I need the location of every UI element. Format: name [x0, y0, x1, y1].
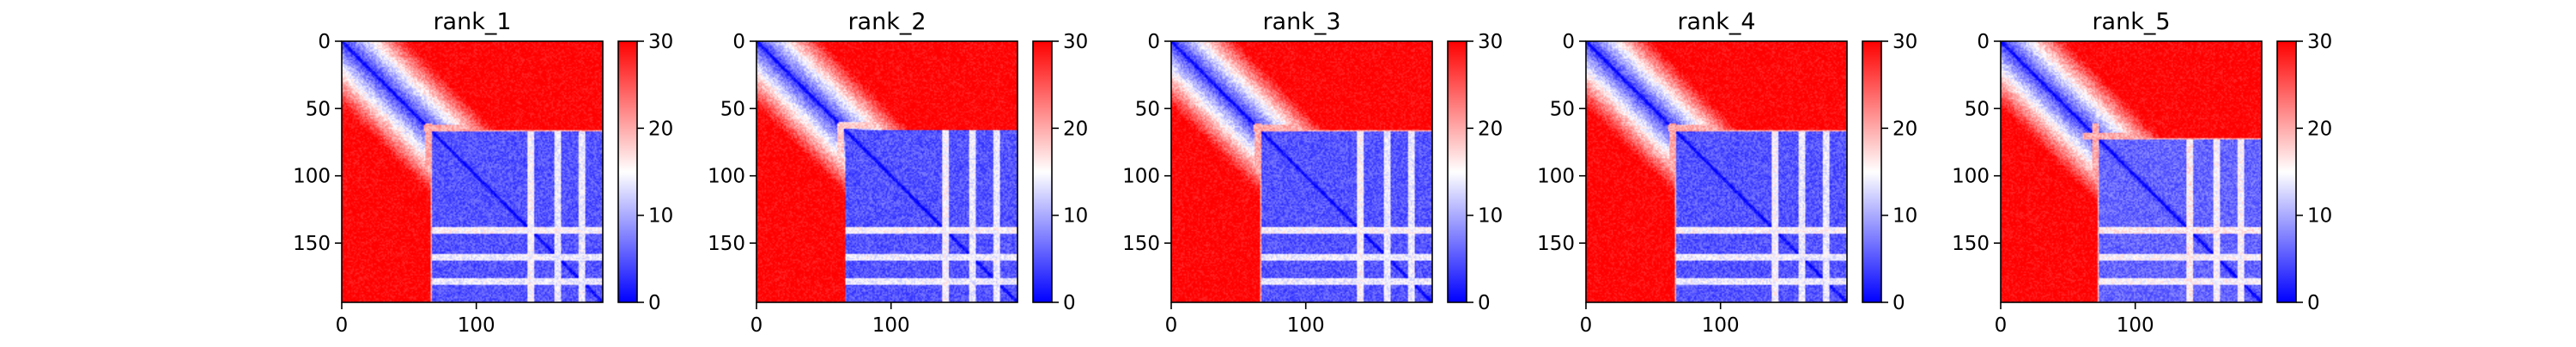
- heatmap-matrix: [1171, 41, 1432, 302]
- y-tick-label: 100: [708, 166, 745, 188]
- y-tick-label: 50: [720, 98, 745, 120]
- y-tick-label: 100: [1122, 166, 1160, 188]
- plot-frame: [1585, 40, 1848, 303]
- colorbar-tick-label: 10: [648, 205, 673, 228]
- colorbar-tick-label: 0: [2307, 292, 2320, 314]
- x-tick-label: 100: [458, 314, 495, 337]
- colorbar: [1447, 40, 1467, 303]
- panel-title: rank_5: [2092, 9, 2170, 35]
- colorbar-tick-label: 20: [1893, 118, 1917, 140]
- panel-title: rank_3: [1262, 9, 1340, 35]
- colorbar-tick-label: 0: [1893, 292, 1905, 314]
- panel-title: rank_2: [848, 9, 926, 35]
- y-tick-label: 150: [1952, 233, 1990, 255]
- colorbar-tick-label: 30: [1063, 31, 1088, 53]
- heatmap-matrix: [756, 41, 1018, 302]
- y-tick-label: 100: [1537, 166, 1575, 188]
- colorbar-tick-label: 10: [2307, 205, 2332, 228]
- y-tick-label: 150: [1537, 233, 1575, 255]
- colorbar-tick-label: 30: [1478, 31, 1503, 53]
- x-tick-label: 100: [2117, 314, 2154, 337]
- colorbar-tick-label: 30: [2307, 31, 2332, 53]
- y-tick-label: 0: [1977, 31, 1990, 53]
- colorbar-tick-label: 0: [1063, 292, 1076, 314]
- x-tick-label: 0: [750, 314, 763, 337]
- panel-title: rank_4: [1677, 9, 1755, 35]
- heatmap-panel-1: rank_1 0 100 0 50 100 150 0 10 20 30: [293, 9, 673, 337]
- y-tick-label: 50: [1550, 98, 1575, 120]
- heatmap-panel-4: rank_4 0 100 0 50 100 150 0 10 20 30: [1537, 9, 1917, 337]
- plot-frame: [341, 40, 604, 303]
- colorbar: [1032, 40, 1053, 303]
- plot-frame: [1170, 40, 1433, 303]
- panel-title: rank_1: [433, 9, 511, 35]
- colorbar-tick-label: 30: [1893, 31, 1917, 53]
- y-tick-label: 50: [306, 98, 331, 120]
- colorbar-tick-label: 30: [648, 31, 673, 53]
- colorbar: [2276, 40, 2297, 303]
- y-tick-label: 0: [1147, 31, 1160, 53]
- colorbar-tick-label: 10: [1063, 205, 1088, 228]
- x-tick-label: 0: [1580, 314, 1593, 337]
- colorbar-tick-label: 20: [1478, 118, 1503, 140]
- heatmap-matrix: [2001, 41, 2262, 302]
- y-tick-label: 150: [708, 233, 745, 255]
- y-tick-label: 100: [1952, 166, 1990, 188]
- x-tick-label: 100: [1287, 314, 1325, 337]
- x-tick-label: 100: [1702, 314, 1740, 337]
- colorbar-tick-label: 10: [1478, 205, 1503, 228]
- plot-frame: [756, 40, 1018, 303]
- colorbar-tick-label: 20: [2307, 118, 2332, 140]
- plot-frame: [2000, 40, 2263, 303]
- y-tick-label: 0: [732, 31, 745, 53]
- y-tick-label: 50: [1965, 98, 1990, 120]
- x-tick-label: 100: [872, 314, 910, 337]
- y-tick-label: 150: [293, 233, 331, 255]
- heatmap-panel-3: rank_3 0 100 0 50 100 150 0 10 20 30: [1122, 9, 1503, 337]
- x-tick-label: 0: [1165, 314, 1178, 337]
- x-tick-label: 0: [1995, 314, 2008, 337]
- colorbar-tick-label: 20: [1063, 118, 1088, 140]
- colorbar: [617, 40, 638, 303]
- heatmap-matrix: [342, 41, 603, 302]
- heatmap-panel-2: rank_2 0 100 0 50 100 150 0 10 20 30: [708, 9, 1088, 337]
- colorbar-tick-label: 0: [648, 292, 661, 314]
- colorbar-tick-label: 10: [1893, 205, 1917, 228]
- heatmap-matrix: [1586, 41, 1847, 302]
- y-tick-label: 100: [293, 166, 331, 188]
- heatmap-panel-5: rank_5 0 100 0 50 100 150 0 10 20 30: [1952, 9, 2332, 337]
- y-tick-label: 50: [1135, 98, 1160, 120]
- y-tick-label: 150: [1122, 233, 1160, 255]
- x-tick-label: 0: [336, 314, 349, 337]
- colorbar-tick-label: 0: [1478, 292, 1491, 314]
- colorbar-tick-label: 20: [648, 118, 673, 140]
- colorbar: [1862, 40, 1882, 303]
- y-tick-label: 0: [1562, 31, 1575, 53]
- y-tick-label: 0: [318, 31, 331, 53]
